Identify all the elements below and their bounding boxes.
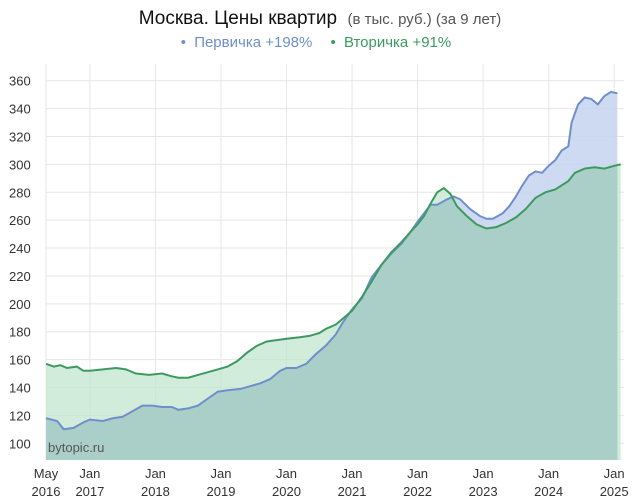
x-tick-label-month: Jan [276, 466, 297, 481]
x-tick-label-month: May [34, 466, 59, 481]
x-tick-label-month: Jan [342, 466, 363, 481]
y-tick-label: 140 [9, 380, 31, 395]
y-tick-label: 160 [9, 353, 31, 368]
series-line-secondary[interactable] [45, 163, 621, 379]
x-tick-label-year: 2023 [469, 484, 498, 499]
y-tick-label: 340 [9, 102, 31, 117]
title-subtitle: (в тыс. руб.) (за 9 лет) [347, 11, 501, 28]
x-tick-label-year: 2024 [534, 484, 563, 499]
watermark: bytopic.ru [48, 440, 104, 455]
x-tick-label-year: 2020 [272, 484, 301, 499]
x-tick-label-month: Jan [538, 466, 559, 481]
y-tick-label: 220 [9, 269, 31, 284]
series-line-primary[interactable] [45, 90, 618, 431]
y-tick-label: 320 [9, 130, 31, 145]
series-areas [45, 90, 621, 461]
y-tick-label: 120 [9, 408, 31, 423]
x-tick-label-year: 2017 [75, 484, 104, 499]
y-tick-label: 180 [9, 325, 31, 340]
y-tick-label: 100 [9, 436, 31, 451]
legend: • Первичка +198% • Вторичка +91% [181, 34, 451, 51]
legend-bullet-secondary: • [331, 34, 336, 51]
y-tick-label: 280 [9, 185, 31, 200]
x-tick-label-month: Jan [604, 466, 625, 481]
legend-item-secondary[interactable]: Вторичка +91% [344, 34, 451, 51]
x-tick-label-month: Jan [407, 466, 428, 481]
y-tick-label: 300 [9, 157, 31, 172]
x-tick-label-year: 2022 [403, 484, 432, 499]
x-tick-label-year: 2021 [338, 484, 367, 499]
y-tick-label: 360 [9, 74, 31, 89]
area-overlap [46, 164, 618, 460]
x-tick-label-month: Jan [473, 466, 494, 481]
x-tick-label-year: 2025 [600, 484, 629, 499]
y-tick-label: 240 [9, 241, 31, 256]
axes: 100 120 140 160 180 200 220 240 260 280 300 320 340 3… [9, 74, 629, 499]
chart-title: Москва. Цены квартир (в тыс. руб.) (за 9… [139, 8, 501, 29]
legend-bullet-primary: • [181, 34, 186, 51]
x-tick-label-month: Jan [145, 466, 166, 481]
y-tick-label: 260 [9, 213, 31, 228]
x-tick-label-year: 2018 [141, 484, 170, 499]
x-tick-label-month: Jan [210, 466, 231, 481]
x-tick-label-year: 2019 [207, 484, 236, 499]
legend-item-primary[interactable]: Первичка +198% [194, 34, 312, 51]
title-main: Москва. Цены квартир [139, 8, 337, 29]
x-tick-label-month: Jan [79, 466, 100, 481]
x-tick-label-year: 2016 [32, 484, 61, 499]
y-tick-label: 200 [9, 297, 31, 312]
